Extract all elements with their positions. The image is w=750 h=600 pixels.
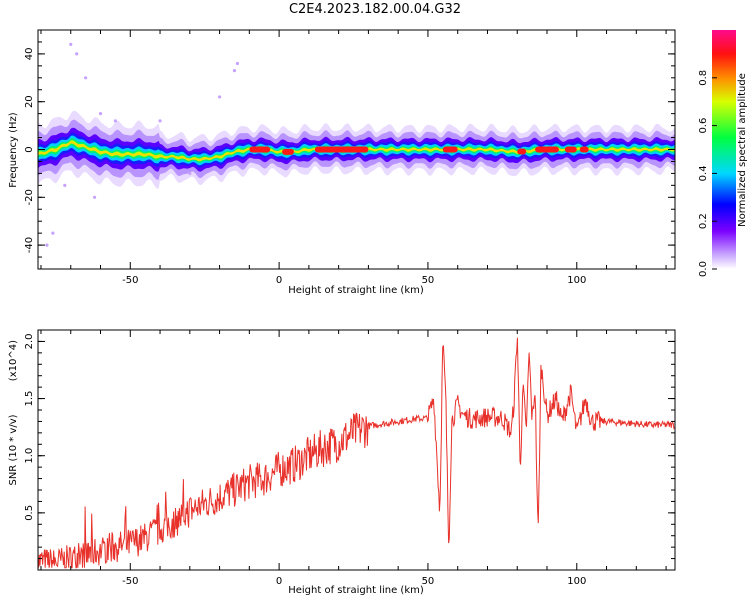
spectrogram-y-tick-label: -40 (24, 237, 35, 253)
spectrogram-speckle (51, 231, 55, 235)
snr-y-axis-label: SNR (10 * v/v) (8, 414, 19, 485)
spectrogram-y-tick-label: -20 (24, 189, 35, 205)
spectrogram-x-tick-label: 0 (276, 275, 282, 286)
spectrogram-y-axis-label: Frequency (Hz) (8, 112, 19, 188)
spectrogram-heatmap (38, 42, 675, 247)
chart-title: C2E4.2023.182.00.04.G32 (288, 2, 462, 17)
colorbar-tick-label: 0.4 (698, 165, 709, 181)
spectrogram-y-tick-label: 40 (24, 48, 35, 61)
snr-panel: -50 0 50 100 0.5 1.0 1.5 2.0 Height of straight… (8, 329, 676, 596)
snr-x-tick-label: -50 (122, 576, 138, 587)
spectrogram-panel: -50 0 50 100 -40 -20 0 20 40 Height of straight … (8, 29, 676, 296)
snr-series-line (38, 337, 675, 569)
snr-x-tick-label: 0 (276, 576, 282, 587)
colorbar-tick-label: 0.0 (698, 261, 709, 277)
snr-frame (37, 329, 676, 571)
snr-ticks: -50 0 50 100 0.5 1.0 1.5 2.0 (24, 330, 675, 587)
spectrogram-speckle (63, 183, 67, 187)
colorbar-tick-label: 0.6 (698, 118, 709, 134)
snr-x-axis-label: Height of straight line (km) (288, 585, 424, 596)
spectrogram-peak (442, 146, 458, 153)
colorbar: 0.0 0.2 0.4 0.6 0.8 Normalized spectral ampl… (698, 30, 748, 277)
spectrogram-x-tick-label: -50 (122, 275, 138, 286)
colorbar-gradient (712, 30, 736, 269)
spectrogram-y-tick-label: 20 (24, 95, 35, 108)
spectrogram-speckle (92, 195, 97, 199)
snr-x-tick-label: 50 (422, 576, 435, 587)
spectrogram-speckle (84, 76, 88, 80)
colorbar-tick-label: 0.2 (698, 213, 709, 229)
snr-y-multiplier: (x10^4) (8, 340, 19, 381)
spectrogram-peak (517, 148, 527, 155)
spectrogram-speckle (217, 95, 222, 99)
spectrogram-peak (564, 146, 577, 153)
spectrogram-speckle (45, 243, 49, 247)
spectrogram-ticks: -50 0 50 100 -40 -20 0 20 40 (24, 29, 675, 286)
snr-y-tick-label: 1.0 (24, 448, 35, 464)
spectrogram-y-tick-label: 0 (24, 146, 35, 152)
spectrogram-speckle (98, 112, 103, 116)
spectrogram-speckle (113, 119, 117, 123)
spectrogram-peak (249, 146, 271, 153)
spectrogram-speckle (232, 69, 237, 73)
colorbar-tick-label: 0.8 (698, 70, 709, 86)
spectrogram-speckle (75, 52, 79, 56)
spectrogram-peak (282, 148, 294, 155)
spectrogram-peak (535, 146, 559, 153)
spectrogram-speckle (69, 42, 73, 46)
snr-y-tick-label: 1.5 (24, 391, 35, 407)
snr-x-tick-label: 100 (567, 576, 586, 587)
snr-y-tick-label: 2.0 (24, 333, 35, 349)
spectrogram-x-axis-label: Height of straight line (km) (288, 285, 424, 296)
spectrogram-peak (314, 146, 369, 153)
spectrogram-peak (579, 146, 589, 153)
spectrogram-speckle (235, 61, 240, 66)
spectrogram-speckle (188, 171, 192, 175)
colorbar-ticks: 0.0 0.2 0.4 0.6 0.8 (698, 70, 717, 277)
colorbar-label: Normalized spectral amplitude (737, 73, 748, 227)
snr-y-tick-label: 0.5 (24, 505, 35, 521)
spectrogram-x-tick-label: 100 (567, 275, 586, 286)
spectrogram-speckle (158, 119, 162, 123)
spectrogram-x-tick-label: 50 (422, 275, 435, 286)
